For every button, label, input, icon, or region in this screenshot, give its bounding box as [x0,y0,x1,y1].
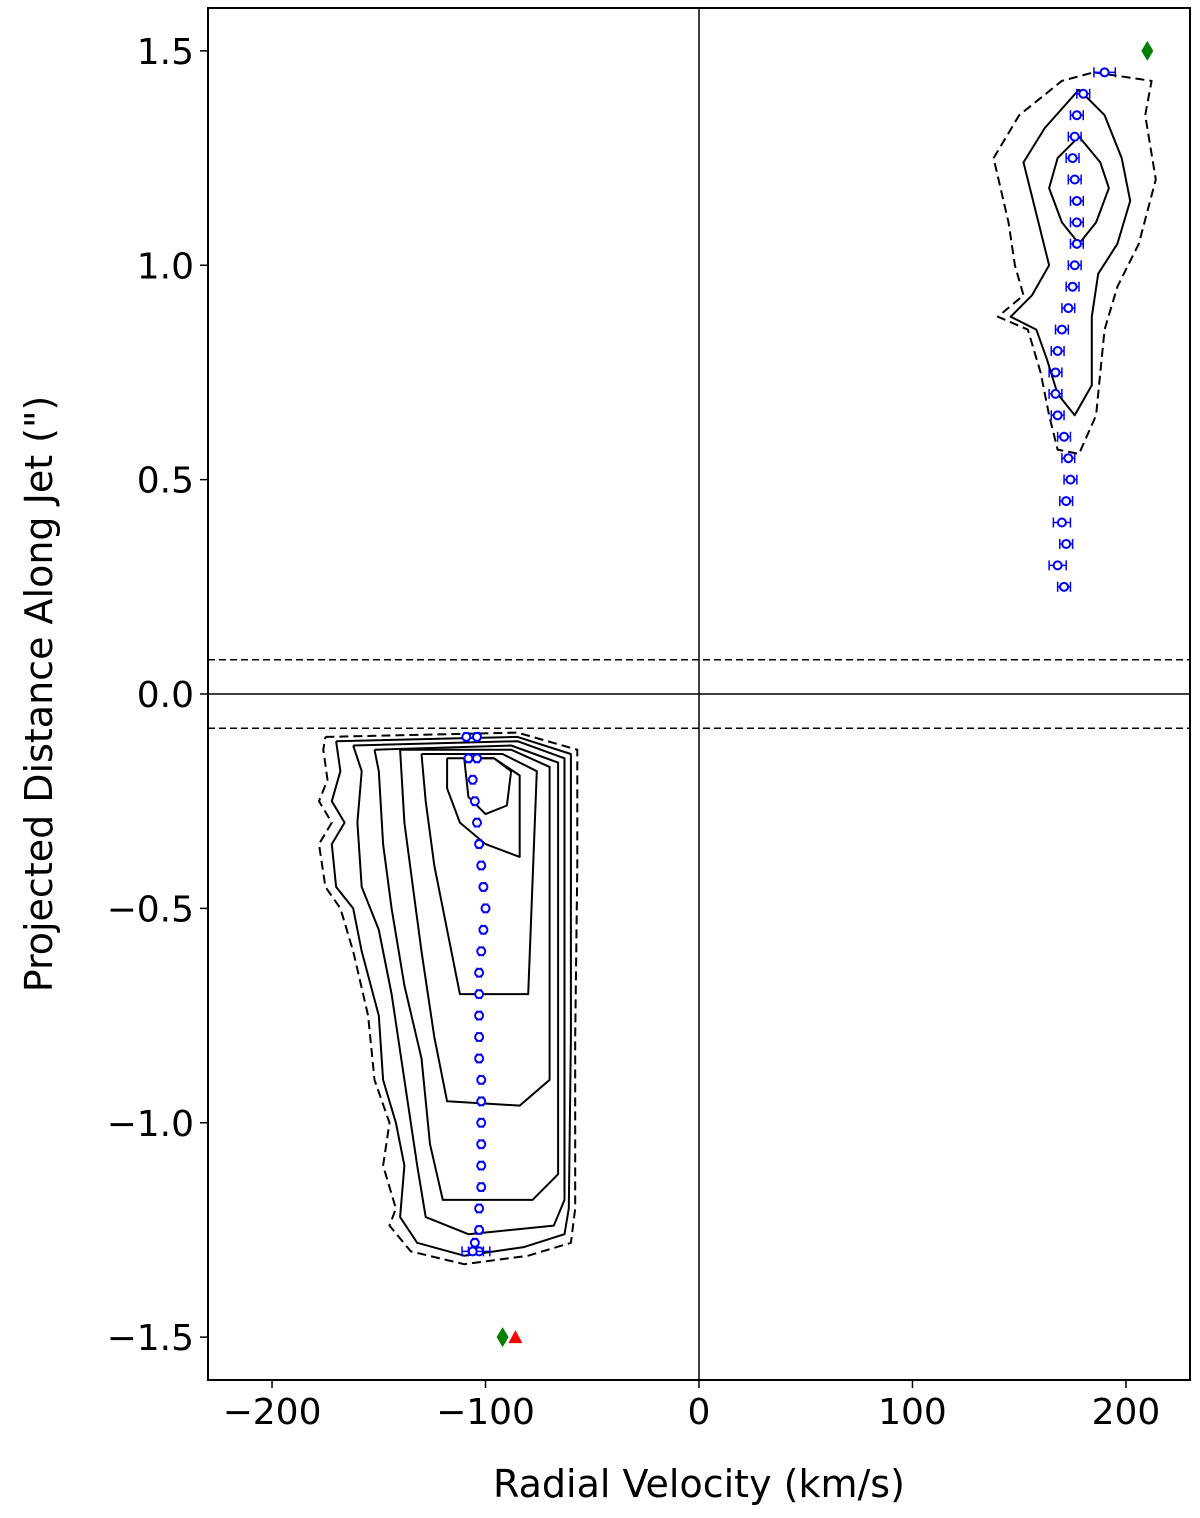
y-tick-label-0: 1.5 [137,32,194,73]
centroid-point-0-7 [1071,217,1082,228]
centroid-point-1-17 [476,1096,487,1107]
centroid-point-1-12 [474,989,485,1000]
centroid-point-0-10 [1067,281,1078,292]
centroid-point-0-18 [1063,453,1074,464]
contour-3 [318,731,579,1266]
contour-7 [399,748,551,1107]
centroid-point-1-23 [474,1224,485,1235]
contour-4 [330,735,572,1257]
green-diamond-marker-1 [496,1327,509,1348]
centroid-point-0-1 [1078,88,1089,99]
red-triangle-marker-0 [508,1330,523,1344]
centroid-point-0-17 [1059,431,1070,442]
centroid-point-1-16 [476,1074,487,1085]
centroid-point-1-9 [478,924,489,935]
centroid-point-1-28 [467,1246,478,1257]
centroid-point-1-18 [476,1117,487,1128]
y-tick-label-1: 1.0 [137,246,194,287]
centroid-point-0-19 [1065,474,1076,485]
centroid-point-0-20 [1061,496,1072,507]
centroid-point-1-20 [476,1160,487,1171]
centroid-point-0-5 [1069,174,1080,185]
centroid-point-1-0 [461,731,472,742]
centroid-point-0-4 [1067,153,1078,164]
centroid-point-0-6 [1071,195,1082,206]
centroid-point-0-23 [1052,560,1063,571]
centroid-point-0-13 [1052,346,1063,356]
centroid-point-1-14 [474,1032,485,1042]
centroid-point-0-12 [1056,324,1067,335]
centroid-point-1-26 [471,753,482,764]
centroid-point-1-19 [476,1139,487,1150]
contour-10 [463,757,513,816]
centroid-point-1-2 [467,774,478,785]
centroid-point-1-10 [476,946,487,957]
y-axis-label: Projected Distance Along Jet (") [17,396,61,993]
centroid-point-0-0 [1099,67,1110,78]
centroid-point-1-15 [474,1053,485,1064]
centroid-point-0-22 [1061,538,1072,549]
centroid-point-1-7 [478,881,489,892]
centroid-point-1-11 [474,967,485,978]
x-axis-label: Radial Velocity (km/s) [493,1462,905,1506]
y-tick-label-6: −1.5 [107,1318,194,1359]
centroid-point-1-13 [474,1010,485,1021]
centroid-point-0-16 [1052,410,1063,421]
y-tick-label-2: 0.5 [137,461,194,502]
centroid-point-1-5 [474,839,485,850]
centroid-point-1-27 [469,1237,480,1248]
centroid-point-0-15 [1050,388,1061,399]
centroid-point-0-8 [1071,238,1082,249]
centroid-point-0-2 [1071,110,1082,121]
centroid-point-1-22 [474,1203,485,1214]
centroid-point-1-1 [463,753,474,764]
x-tick-label-4: 200 [1092,1392,1161,1433]
centroid-point-0-3 [1069,131,1080,142]
centroid-point-1-25 [471,731,482,742]
centroid-point-0-14 [1050,367,1061,378]
contour-6 [373,744,560,1201]
contour-8 [420,753,538,996]
centroid-point-1-8 [480,903,491,914]
axis-ticks: −200 −100 0 100 200 1.5 1.0 0.5 0.0 −0.5 −1.0 −1.5 [107,32,1161,1433]
centroid-point-0-24 [1059,581,1070,592]
contour-5 [352,740,566,1236]
plot-area [208,8,1190,1380]
y-tick-label-5: −1.0 [107,1104,194,1145]
x-tick-label-0: −200 [223,1392,322,1433]
centroid-point-1-21 [476,1182,487,1193]
x-tick-label-2: 0 [688,1392,711,1433]
centroid-point-0-21 [1056,517,1067,528]
y-tick-label-4: −0.5 [107,889,194,930]
green-diamond-marker-0 [1141,40,1154,61]
x-tick-label-3: 100 [878,1392,947,1433]
centroid-point-0-9 [1069,260,1080,271]
centroid-point-1-6 [476,860,487,871]
centroid-point-1-3 [469,796,480,807]
y-tick-label-3: 0.0 [137,675,194,716]
centroid-point-0-11 [1063,303,1074,314]
centroid-point-1-4 [471,817,482,828]
x-tick-label-1: −100 [436,1392,535,1433]
